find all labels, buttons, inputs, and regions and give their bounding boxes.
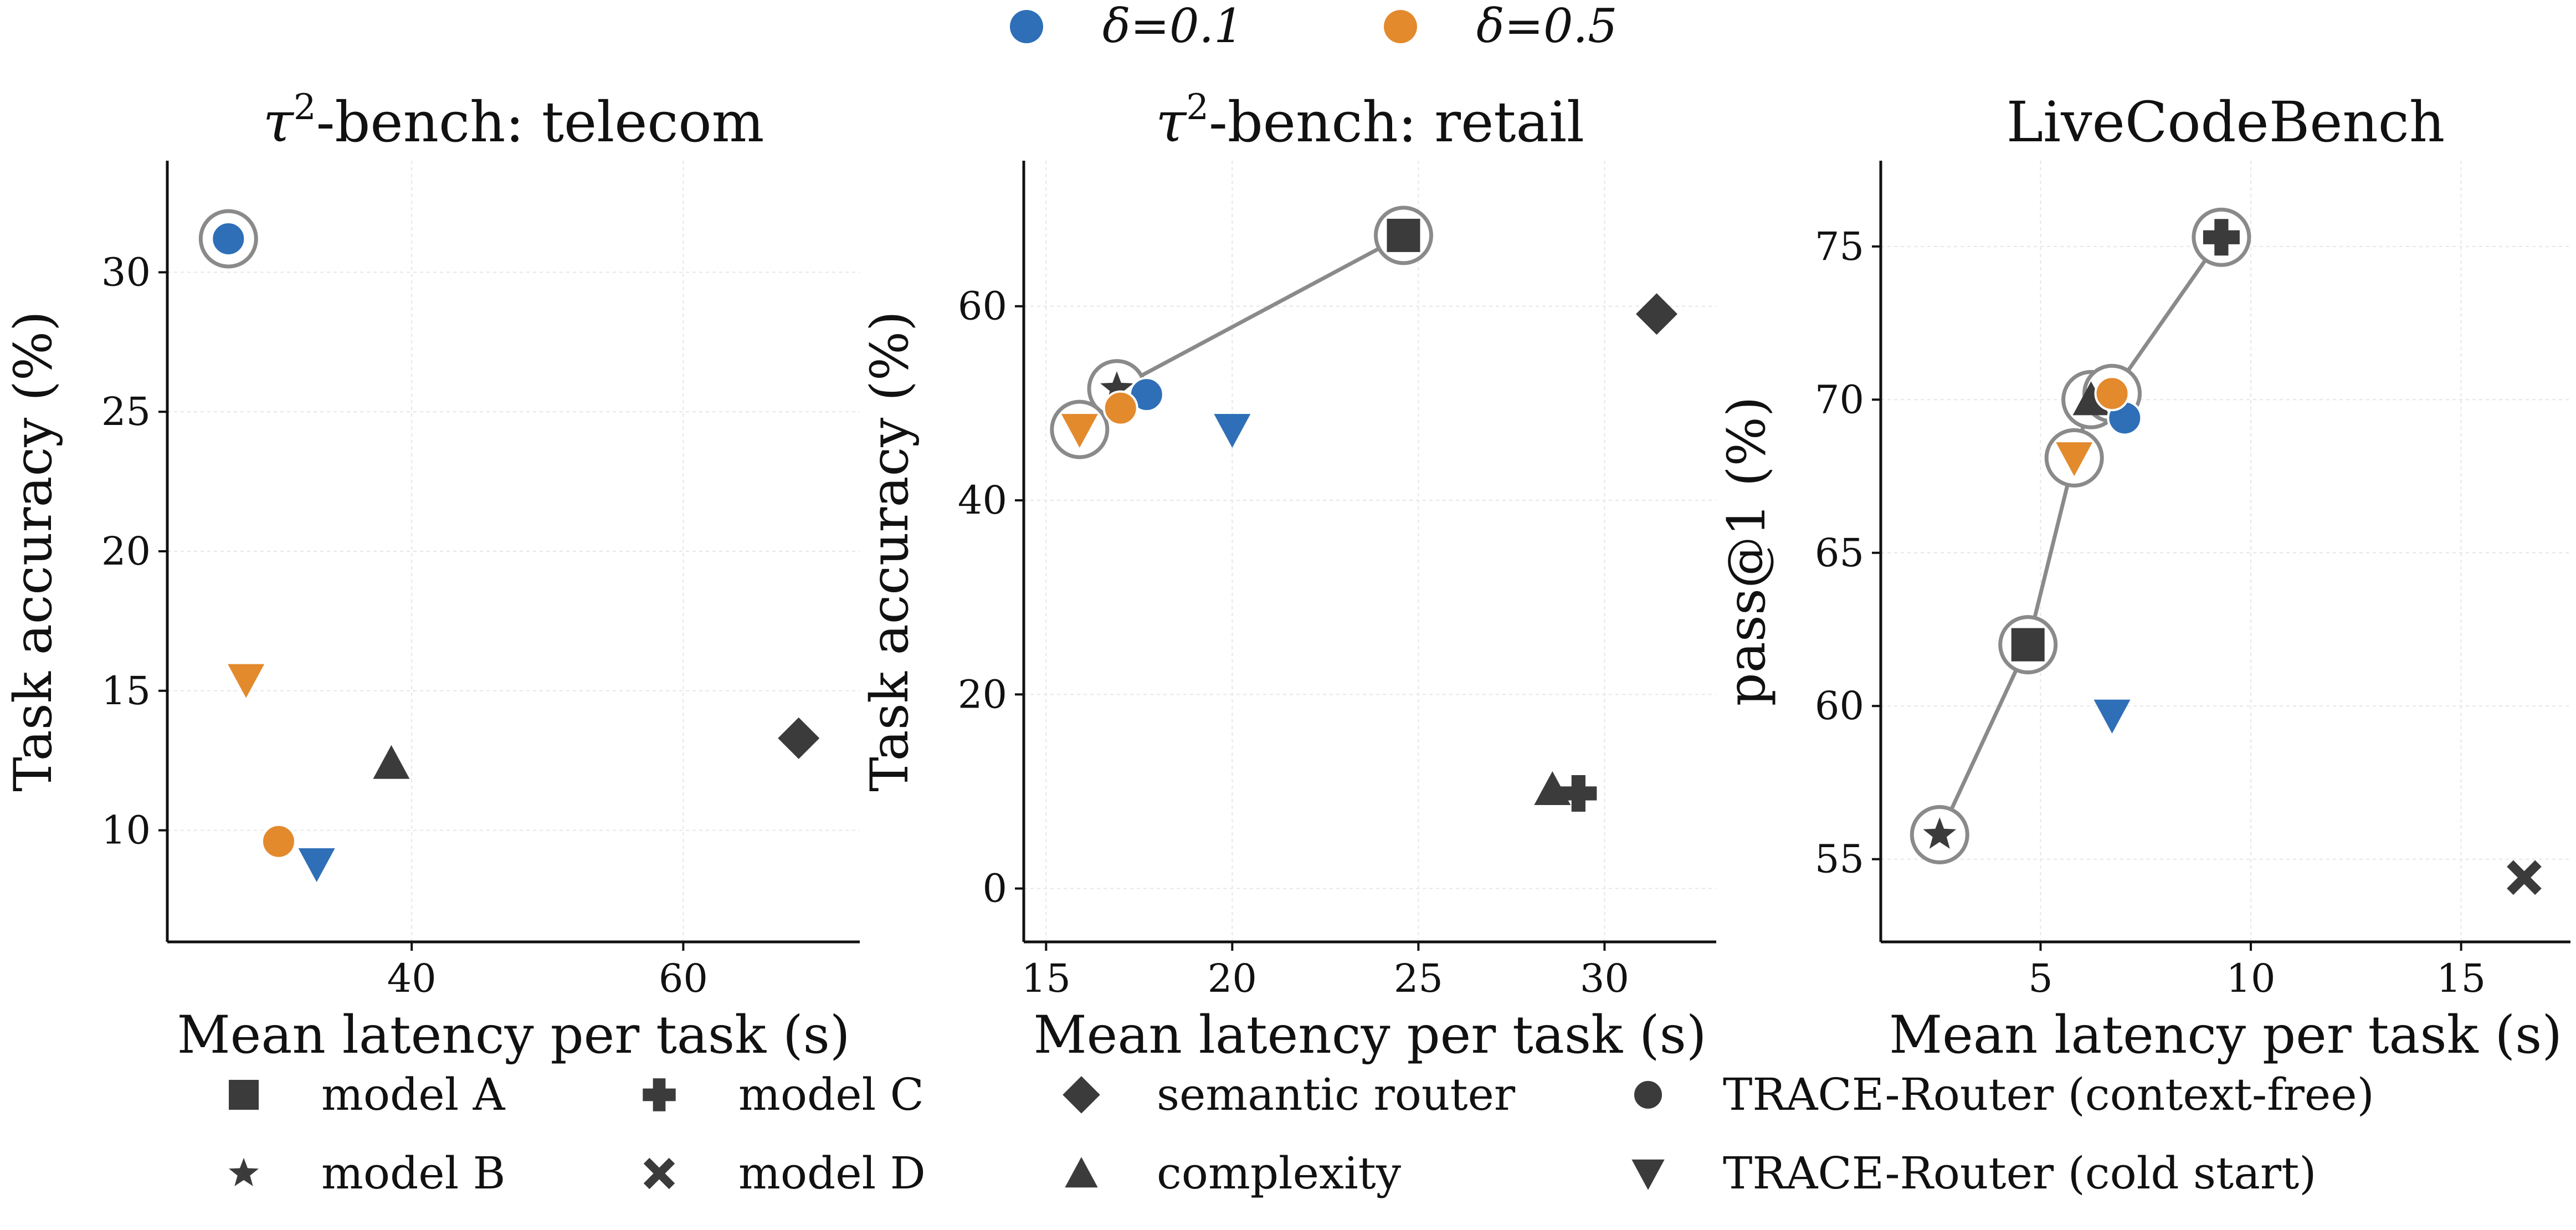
pareto-frontier-line bbox=[1938, 236, 2223, 836]
legend-model-b-marker bbox=[229, 1157, 259, 1186]
top-legend: δ=0.1 δ=0.5 bbox=[1010, 0, 1618, 53]
trace-cold-start-marker bbox=[228, 664, 265, 698]
y-tick-label: 15 bbox=[101, 668, 151, 714]
semantic-router-marker bbox=[1635, 293, 1677, 335]
y-axis-label: Task accuracy (%) bbox=[3, 311, 64, 792]
trace-cold-start-marker bbox=[1214, 414, 1251, 448]
title-sup: 2 bbox=[294, 87, 316, 128]
model-a-marker bbox=[2011, 628, 2045, 662]
title-sup: 2 bbox=[1186, 87, 1209, 128]
panel-3: 5 10 15 55 60 65 70 75 Mean latency per task (s)… bbox=[1717, 90, 2570, 1065]
legend-label: model A bbox=[321, 1069, 506, 1120]
model-c-marker bbox=[2203, 219, 2240, 256]
semantic-router-marker bbox=[778, 717, 820, 759]
x-tick-label: 15 bbox=[1022, 956, 1071, 1001]
complexity-marker bbox=[2072, 381, 2110, 416]
legend-label: model B bbox=[321, 1147, 505, 1199]
title-tau: τ bbox=[263, 90, 295, 155]
x-axis-label: Mean latency per task (s) bbox=[1033, 1005, 1706, 1065]
y-tick-label: 20 bbox=[958, 672, 1007, 717]
panel-title: τ2-bench: telecom bbox=[263, 87, 764, 155]
title-tau: τ bbox=[1156, 90, 1187, 155]
trace-context-free-marker bbox=[260, 823, 296, 859]
y-axis-label: pass@1 (%) bbox=[1717, 396, 1777, 706]
panel-title: LiveCodeBench bbox=[2007, 90, 2445, 155]
trace-context-free-marker bbox=[1102, 390, 1138, 426]
trace-cold-start-marker bbox=[2056, 442, 2093, 476]
x-tick-label: 15 bbox=[2436, 956, 2486, 1001]
y-tick-label: 75 bbox=[1815, 224, 1864, 269]
legend-complexity-marker bbox=[1065, 1157, 1098, 1188]
x-tick-label: 20 bbox=[1208, 956, 1257, 1001]
model-b-marker bbox=[1923, 817, 1957, 849]
legend-trace-cold-start-marker bbox=[1631, 1159, 1665, 1190]
marker-legend: model A model C semantic router TRACE-Route… bbox=[229, 1069, 2374, 1199]
legend-label: complexity bbox=[1157, 1147, 1401, 1199]
x-tick-label: 25 bbox=[1394, 956, 1443, 1001]
title-rest: -bench: telecom bbox=[316, 90, 764, 155]
legend-label: semantic router bbox=[1157, 1069, 1516, 1120]
y-tick-label: 20 bbox=[101, 529, 151, 574]
legend-label: TRACE-Router (cold start) bbox=[1723, 1147, 2316, 1199]
model-a-marker bbox=[1387, 218, 1420, 252]
trace-cold-start-marker bbox=[1061, 414, 1098, 448]
trace-context-free-marker bbox=[211, 221, 247, 257]
complexity-marker bbox=[1534, 771, 1571, 806]
legend-model-c-marker bbox=[643, 1078, 676, 1111]
x-tick-label: 60 bbox=[659, 956, 708, 1001]
legend-semantic-router-marker bbox=[1063, 1076, 1100, 1114]
trace-cold-start-marker bbox=[298, 848, 335, 882]
y-axis-label: Task accuracy (%) bbox=[860, 311, 920, 792]
x-tick-label: 10 bbox=[2226, 956, 2276, 1001]
y-tick-label: 60 bbox=[958, 284, 1007, 329]
legend-color-dot bbox=[1010, 10, 1043, 43]
y-tick-label: 30 bbox=[101, 249, 151, 295]
complexity-marker bbox=[373, 745, 410, 779]
trace-cold-start-marker bbox=[2093, 699, 2131, 734]
legend-trace-context-free-marker bbox=[1632, 1079, 1664, 1111]
legend-label: model C bbox=[738, 1069, 924, 1120]
trace-context-free-marker bbox=[2094, 376, 2130, 412]
y-tick-label: 55 bbox=[1815, 837, 1864, 882]
panel-1: 40 60 10 15 20 25 30 Mean latency per task (s) T… bbox=[3, 87, 860, 1065]
panel-title: τ2-bench: retail bbox=[1156, 87, 1584, 155]
x-tick-label: 40 bbox=[387, 956, 437, 1001]
y-tick-label: 70 bbox=[1815, 377, 1864, 422]
y-tick-label: 10 bbox=[101, 808, 151, 853]
model-d-marker bbox=[2507, 860, 2542, 895]
legend-model-a-marker bbox=[229, 1080, 259, 1110]
legend-label: model D bbox=[738, 1147, 926, 1199]
model-c-marker bbox=[1560, 775, 1597, 812]
y-tick-label: 25 bbox=[101, 389, 151, 434]
title-rest: -bench: retail bbox=[1209, 90, 1584, 155]
legend-model-d-marker bbox=[643, 1157, 675, 1190]
x-tick-label: 30 bbox=[1580, 956, 1629, 1001]
y-tick-label: 65 bbox=[1815, 530, 1864, 576]
model-b-marker bbox=[1100, 371, 1133, 403]
legend-color-label: δ=0.1 bbox=[1102, 0, 1244, 53]
legend-color-label: δ=0.5 bbox=[1476, 0, 1618, 53]
y-tick-label: 60 bbox=[1815, 683, 1864, 729]
panel-2: 15 20 25 30 0 20 40 60 Mean latency per task (s)… bbox=[860, 87, 1716, 1065]
y-tick-label: 40 bbox=[958, 478, 1007, 523]
legend-color-dot bbox=[1384, 10, 1417, 43]
x-axis-label: Mean latency per task (s) bbox=[1889, 1005, 2562, 1065]
x-axis-label: Mean latency per task (s) bbox=[177, 1005, 850, 1065]
x-tick-label: 5 bbox=[2028, 956, 2053, 1001]
y-tick-label: 0 bbox=[982, 866, 1007, 911]
legend-label: TRACE-Router (context-free) bbox=[1723, 1069, 2374, 1120]
